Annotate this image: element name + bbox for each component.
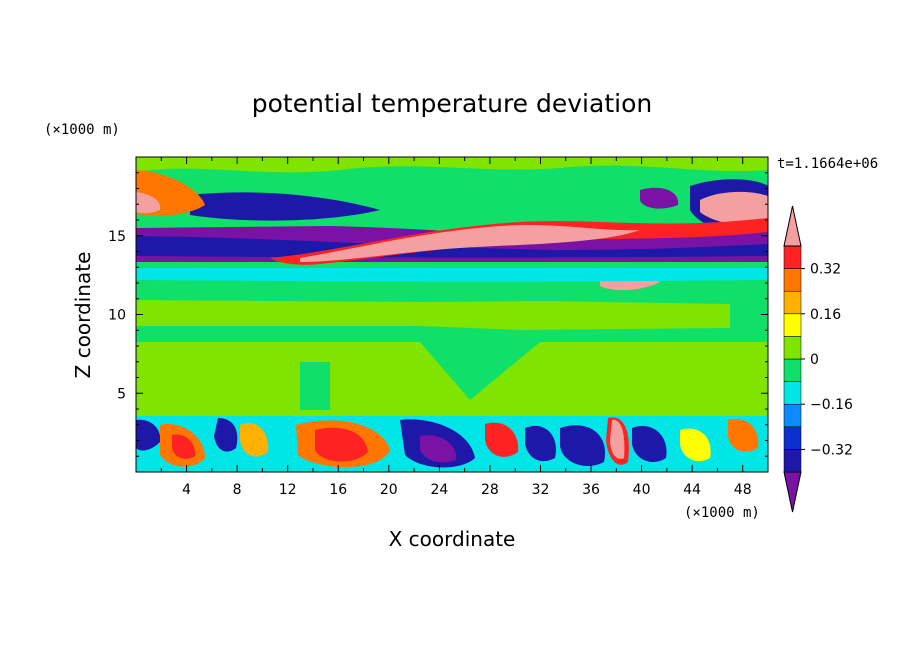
colorbar-segment [783, 313, 802, 337]
contour-region [190, 192, 380, 221]
y-tick-label: 15 [108, 229, 126, 245]
colorbar-segment [783, 336, 802, 360]
colorbar-label: 0.16 [810, 307, 841, 323]
colorbar-segment [783, 245, 802, 269]
x-tick-label: 44 [683, 482, 701, 498]
contour-region [136, 157, 768, 173]
contour-region [610, 419, 625, 459]
colorbar-over-triangle [783, 205, 802, 247]
y-tick-label: 5 [117, 386, 126, 402]
colorbar-segment [783, 381, 802, 405]
contour-region [136, 419, 161, 451]
x-tick-label: 24 [430, 482, 448, 498]
contour-region [300, 225, 640, 262]
contour-region [136, 300, 730, 330]
x-tick-label: 28 [481, 482, 499, 498]
x-tick-label: 16 [329, 482, 347, 498]
contour-region [136, 236, 768, 258]
contour-region [632, 425, 667, 463]
contour-region [240, 423, 269, 457]
heatmap-field [136, 157, 768, 472]
colorbar-label: 0.32 [810, 262, 841, 278]
contour-region [136, 192, 161, 214]
x-tick-label: 40 [633, 482, 651, 498]
y-axis-ticks: 5 10 15 [108, 172, 768, 457]
colorbar-segment [783, 358, 802, 382]
colorbar-under-triangle [783, 471, 802, 513]
contour-region [560, 425, 606, 467]
colorbar: 0.32 0.16 0 −0.16 −0.32 [783, 205, 853, 513]
contour-region [315, 427, 368, 462]
x-axis-ticks: 4 8 12 16 20 24 28 32 36 40 44 48 [160, 157, 752, 498]
contour-region [136, 342, 768, 416]
x-units-label: (×1000 m) [684, 505, 760, 521]
x-tick-label: 12 [279, 482, 297, 498]
x-tick-label: 32 [532, 482, 550, 498]
colorbar-label: −0.16 [810, 397, 853, 413]
colorbar-label: 0 [810, 352, 819, 368]
contour-region [420, 435, 457, 463]
colorbar-segment [783, 426, 802, 450]
contour-region [300, 362, 330, 410]
contour-region [485, 422, 519, 457]
x-axis-label: X coordinate [389, 527, 516, 551]
x-tick-label: 20 [380, 482, 398, 498]
colorbar-label: −0.32 [810, 442, 853, 458]
contour-region [680, 428, 711, 462]
colorbar-segment [783, 403, 802, 428]
contour-region [728, 419, 759, 452]
chart-title: potential temperature deviation [252, 89, 652, 118]
y-tick-label: 10 [108, 308, 126, 324]
contour-region [214, 418, 238, 452]
colorbar-segment [783, 290, 802, 315]
x-tick-label: 36 [582, 482, 600, 498]
contour-region [525, 425, 556, 462]
colorbar-segment [783, 449, 802, 473]
contour-region [640, 187, 679, 209]
colorbar-segment [783, 268, 802, 292]
contour-region [700, 191, 768, 227]
y-axis-label: Z coordinate [71, 252, 95, 379]
contour-region [136, 268, 768, 282]
x-tick-label: 8 [233, 482, 242, 498]
x-tick-label: 4 [182, 482, 191, 498]
x-tick-label: 48 [734, 482, 752, 498]
time-label: t=1.1664e+06 [777, 156, 878, 172]
contour-region [172, 434, 196, 459]
y-units-label: (×1000 m) [44, 122, 120, 138]
